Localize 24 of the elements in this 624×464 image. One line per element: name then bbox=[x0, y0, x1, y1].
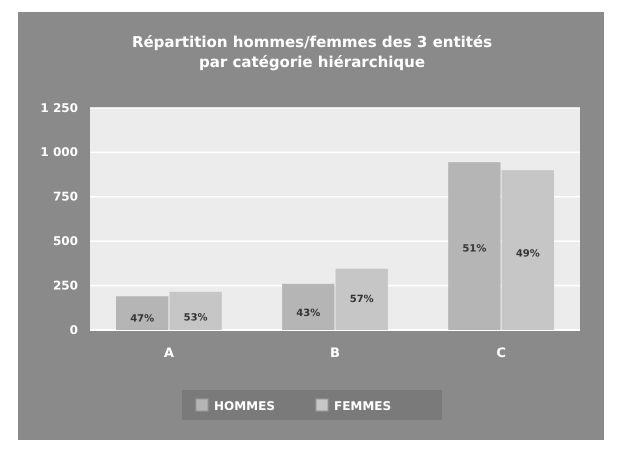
annotation: 47% bbox=[130, 314, 154, 325]
legend-label: FEMMES bbox=[334, 399, 392, 413]
bar bbox=[336, 268, 388, 330]
x-tick-label: A bbox=[164, 346, 174, 362]
y-tick-label: 250 bbox=[52, 278, 78, 292]
chart-title: Répartition hommes/femmes des 3 entités par catégorie hiérarchique bbox=[132, 33, 492, 71]
annotation: 51% bbox=[462, 243, 486, 254]
bar bbox=[116, 296, 168, 330]
annotation: 49% bbox=[516, 248, 540, 260]
x-tick-label: C bbox=[496, 346, 506, 362]
legend-label: HOMMES bbox=[214, 399, 275, 413]
annotation: 53% bbox=[184, 312, 208, 324]
bar bbox=[169, 292, 222, 330]
bar bbox=[502, 170, 554, 330]
bar bbox=[448, 162, 501, 330]
y-tick-label: 750 bbox=[52, 190, 78, 204]
y-tick-label: 1 250 bbox=[40, 100, 78, 115]
x-tick-label: B bbox=[330, 346, 340, 362]
y-tick-label: 0 bbox=[70, 322, 78, 337]
annotation: 57% bbox=[350, 294, 374, 306]
y-tick-label: 500 bbox=[52, 234, 78, 248]
annotation: 43% bbox=[296, 308, 320, 320]
y-tick-label: 1 000 bbox=[40, 145, 78, 160]
bar bbox=[282, 284, 334, 330]
